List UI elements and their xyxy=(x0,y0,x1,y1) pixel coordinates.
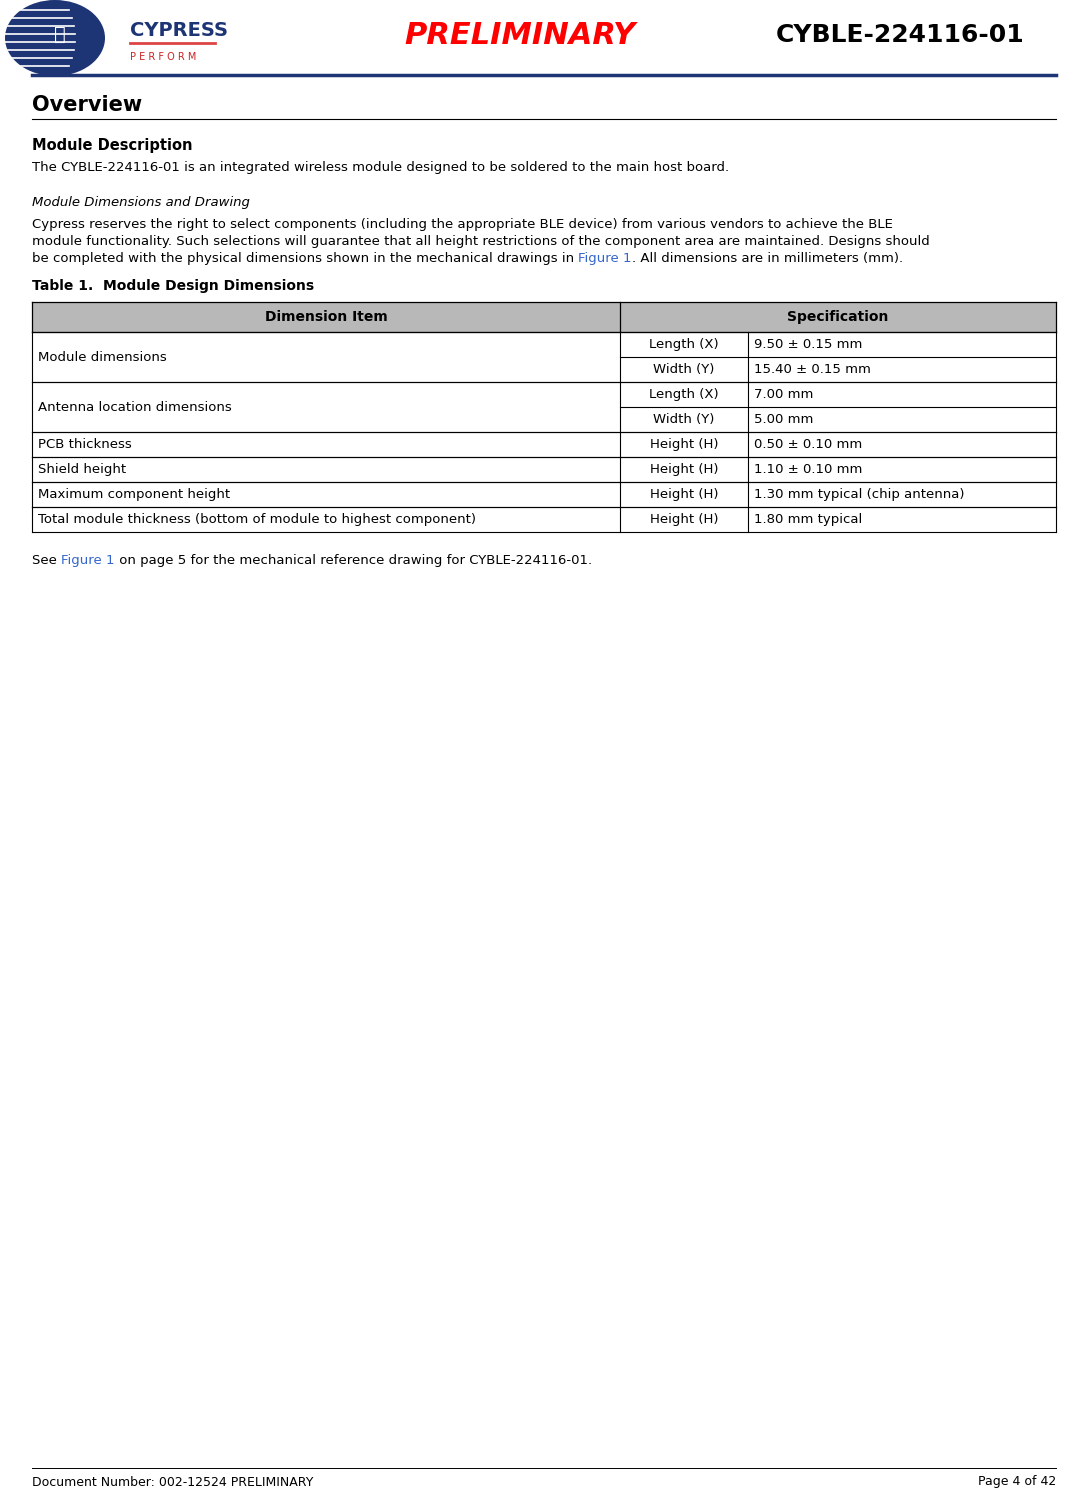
Text: module functionality. Such selections will guarantee that all height restriction: module functionality. Such selections wi… xyxy=(32,235,930,247)
Text: CYPRESS: CYPRESS xyxy=(129,21,228,39)
Text: Figure 1: Figure 1 xyxy=(579,251,632,265)
Text: 0.50 ± 0.10 mm: 0.50 ± 0.10 mm xyxy=(754,438,863,450)
Text: Height (H): Height (H) xyxy=(650,462,718,476)
Text: See: See xyxy=(32,554,61,567)
Bar xyxy=(32,507,1056,533)
Ellipse shape xyxy=(5,0,106,76)
Text: Maximum component height: Maximum component height xyxy=(38,488,231,501)
Text: Height (H): Height (H) xyxy=(650,438,718,450)
Text: Document Number: 002-12524 PRELIMINARY: Document Number: 002-12524 PRELIMINARY xyxy=(32,1475,313,1489)
Text: Module Description: Module Description xyxy=(32,138,193,153)
Text: Shield height: Shield height xyxy=(38,462,126,476)
Text: . All dimensions are in millimeters (mm).: . All dimensions are in millimeters (mm)… xyxy=(632,251,903,265)
Text: Specification: Specification xyxy=(788,310,889,325)
Text: Length (X): Length (X) xyxy=(650,338,719,352)
Text: Height (H): Height (H) xyxy=(650,488,718,501)
Text: 9.50 ± 0.15 mm: 9.50 ± 0.15 mm xyxy=(754,338,863,352)
Text: Width (Y): Width (Y) xyxy=(653,364,715,375)
Text: Page 4 of 42: Page 4 of 42 xyxy=(978,1475,1056,1489)
Text: Total module thickness (bottom of module to highest component): Total module thickness (bottom of module… xyxy=(38,513,477,527)
Text: Width (Y): Width (Y) xyxy=(653,413,715,426)
Text: 🌳: 🌳 xyxy=(54,24,66,43)
Text: Overview: Overview xyxy=(32,96,143,115)
Text: 7.00 mm: 7.00 mm xyxy=(754,387,814,401)
Text: The CYBLE-224116-01 is an integrated wireless module designed to be soldered to : The CYBLE-224116-01 is an integrated wir… xyxy=(32,160,729,174)
Text: Height (H): Height (H) xyxy=(650,513,718,527)
Bar xyxy=(32,482,1056,507)
Text: be completed with the physical dimensions shown in the mechanical drawings in: be completed with the physical dimension… xyxy=(32,251,579,265)
Text: 15.40 ± 0.15 mm: 15.40 ± 0.15 mm xyxy=(754,364,870,375)
Text: PRELIMINARY: PRELIMINARY xyxy=(405,21,635,49)
Text: 5.00 mm: 5.00 mm xyxy=(754,413,814,426)
Text: Figure 1: Figure 1 xyxy=(61,554,114,567)
Text: Cypress reserves the right to select components (including the appropriate BLE d: Cypress reserves the right to select com… xyxy=(32,217,893,230)
Text: Length (X): Length (X) xyxy=(650,387,719,401)
Bar xyxy=(32,456,1056,482)
Text: P E R F O R M: P E R F O R M xyxy=(129,52,196,61)
Text: Module dimensions: Module dimensions xyxy=(38,350,166,364)
Bar xyxy=(32,432,1056,456)
Text: CYBLE-224116-01: CYBLE-224116-01 xyxy=(776,22,1025,46)
Text: Antenna location dimensions: Antenna location dimensions xyxy=(38,401,232,413)
Text: 1.30 mm typical (chip antenna): 1.30 mm typical (chip antenna) xyxy=(754,488,964,501)
Bar xyxy=(32,381,1056,432)
Bar xyxy=(32,332,1056,381)
Text: Dimension Item: Dimension Item xyxy=(264,310,387,325)
Text: 1.80 mm typical: 1.80 mm typical xyxy=(754,513,863,527)
Text: Module Dimensions and Drawing: Module Dimensions and Drawing xyxy=(32,196,250,208)
Text: on page 5 for the mechanical reference drawing for CYBLE-224116-01.: on page 5 for the mechanical reference d… xyxy=(114,554,592,567)
Text: 1.10 ± 0.10 mm: 1.10 ± 0.10 mm xyxy=(754,462,863,476)
Bar xyxy=(32,302,1056,332)
Text: Table 1.  Module Design Dimensions: Table 1. Module Design Dimensions xyxy=(32,278,314,293)
Text: PCB thickness: PCB thickness xyxy=(38,438,132,450)
